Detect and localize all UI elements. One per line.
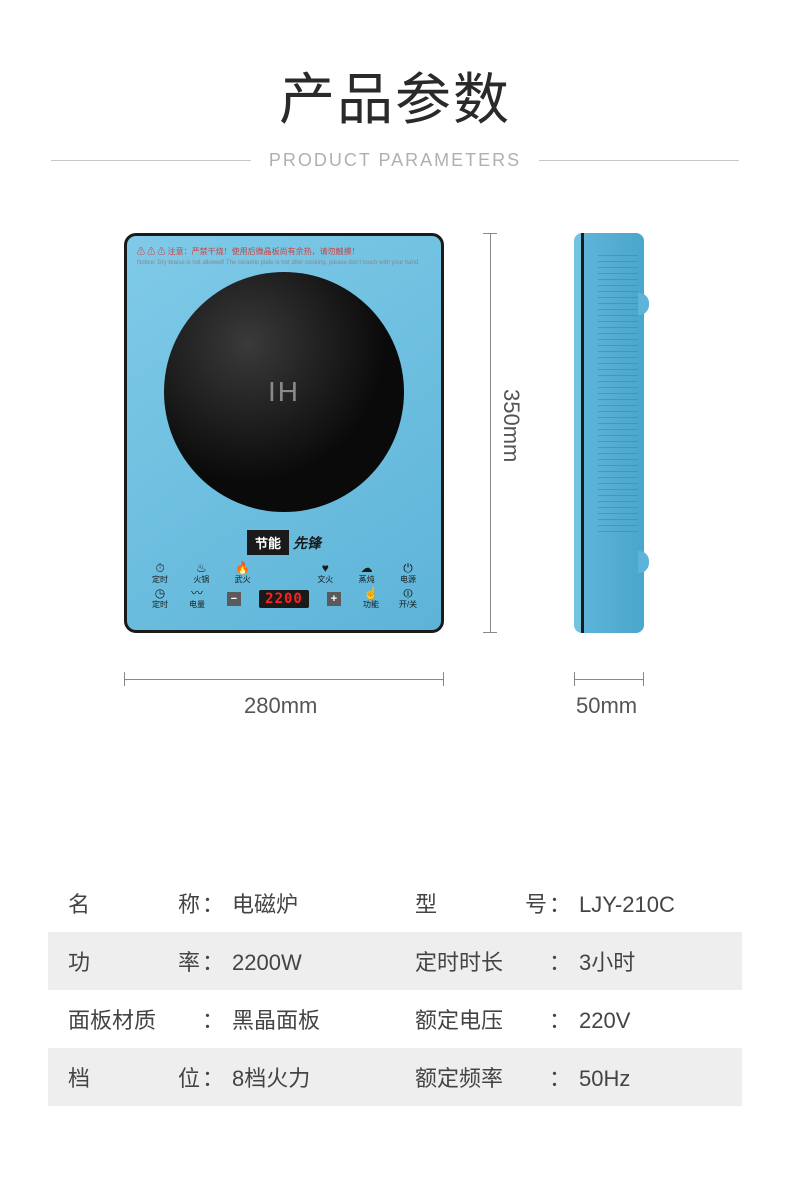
spec-value: 8档火力 <box>232 1061 310 1093</box>
ctrl-lowfire: ♥文火 <box>310 562 340 585</box>
ctrl-power: ⏻电源 <box>393 562 423 585</box>
spec-cell-left: 档位：8档火力 <box>48 1061 395 1093</box>
title-en: PRODUCT PARAMETERS <box>269 150 521 171</box>
header: 产品参数 PRODUCT PARAMETERS <box>0 0 790 171</box>
spec-colon: ： <box>549 887 571 919</box>
cooktop-front-view: ⚠ ⚠ ⚠ 注意：严禁干烧！使用后微晶板尚有余热，请勿触摸！ Notice: D… <box>124 233 444 633</box>
spec-row: 名称：电磁炉型号：LJY-210C <box>48 874 742 932</box>
brand-box: 节能 <box>247 530 289 555</box>
brand-badge: 节能 先锋 <box>247 530 321 555</box>
dim-width-line <box>124 679 444 680</box>
spec-cell-left: 面板材质：黑晶面板 <box>48 1003 395 1035</box>
dim-width-tick-r <box>443 672 444 686</box>
control-row-1: ⏱定时 ♨火锅 🔥武火 ♥文火 ☁蒸炖 ⏻电源 <box>145 562 423 585</box>
spec-cell-right: 定时时长：3小时 <box>395 945 742 977</box>
spec-colon: ： <box>202 1061 224 1093</box>
ctrl-hotpot: ♨火锅 <box>186 562 216 585</box>
warning-line1: ⚠ ⚠ ⚠ 注意：严禁干烧！使用后微晶板尚有余热，请勿触摸！ <box>137 247 360 256</box>
ctrl-func: ☝功能 <box>356 587 386 610</box>
spec-label: 名称 <box>68 887 200 919</box>
cooktop-side-view <box>574 233 644 633</box>
dim-depth-line <box>574 679 644 680</box>
spec-label: 面板材质 <box>68 1003 200 1035</box>
title-divider: PRODUCT PARAMETERS <box>0 150 790 171</box>
spec-cell-left: 功率： 2200W <box>48 945 395 977</box>
spec-value: LJY-210C <box>579 892 675 918</box>
spec-row: 功率：2200W定时时长：3小时 <box>48 932 742 990</box>
brand-text: 先锋 <box>293 533 321 553</box>
ctrl-battery: 〰电量 <box>182 587 212 610</box>
vent-lines <box>598 255 638 535</box>
side-foot-top <box>638 293 649 315</box>
spec-value: 2200W <box>232 950 302 976</box>
spec-table: 名称：电磁炉型号：LJY-210C功率：2200W定时时长：3小时面板材质：黑晶… <box>48 874 742 1106</box>
spec-colon: ： <box>202 887 224 919</box>
ctrl-highfire: 🔥武火 <box>228 562 258 585</box>
spec-label: 定时时长 <box>415 945 547 977</box>
dim-depth-label: 50mm <box>576 693 637 719</box>
side-foot-bot <box>638 551 649 573</box>
ctrl-timer: ⏱定时 <box>145 562 175 585</box>
dim-depth-tick-r <box>643 672 644 686</box>
dim-width-label: 280mm <box>244 693 317 719</box>
dim-height-tick-top <box>483 233 497 234</box>
heating-zone: IH <box>164 272 404 512</box>
control-panel: ⏱定时 ♨火锅 🔥武火 ♥文火 ☁蒸炖 ⏻电源 ◷定时 〰电量 − 2200 +… <box>145 562 423 620</box>
spec-colon: ： <box>549 1003 571 1035</box>
spec-colon: ： <box>202 945 224 977</box>
control-row-2: ◷定时 〰电量 − 2200 + ☝功能 ⏼开/关 <box>145 587 423 610</box>
spec-cell-right: 额定电压： 220V <box>395 1003 742 1035</box>
ctrl-onoff: ⏼开/关 <box>393 587 423 610</box>
dim-depth-tick-l <box>574 672 575 686</box>
ctrl-plus: + <box>319 593 349 605</box>
spec-label: 档位 <box>68 1061 200 1093</box>
ih-label: IH <box>268 376 300 408</box>
spec-value: 3小时 <box>579 945 635 977</box>
dim-height-label: 350mm <box>498 389 524 462</box>
spec-value: 220V <box>579 1008 630 1034</box>
title-cn: 产品参数 <box>0 55 790 136</box>
spec-colon: ： <box>202 1003 224 1035</box>
dim-width-tick-l <box>124 672 125 686</box>
spec-label: 型号 <box>415 887 547 919</box>
power-display: 2200 <box>256 590 312 608</box>
spec-colon: ： <box>549 1061 571 1093</box>
dim-height-tick-bot <box>483 632 497 633</box>
spec-label: 额定频率 <box>415 1061 547 1093</box>
spec-colon: ： <box>549 945 571 977</box>
warning-line2: Notice: Dry braise is not allowed! The c… <box>137 260 418 266</box>
ctrl-timer2: ◷定时 <box>145 587 175 610</box>
spec-row: 档位：8档火力额定频率：50Hz <box>48 1048 742 1106</box>
dim-height-line <box>490 233 491 633</box>
spec-value: 黑晶面板 <box>232 1003 320 1035</box>
warning-text: ⚠ ⚠ ⚠ 注意：严禁干烧！使用后微晶板尚有余热，请勿触摸！ Notice: D… <box>137 246 431 266</box>
product-diagram: 350mm 280mm 50mm ⚠ ⚠ ⚠ 注意：严禁干烧！使用后微晶板尚有余… <box>0 219 790 799</box>
spec-cell-right: 型号： LJY-210C <box>395 887 742 919</box>
divider-right <box>539 160 739 161</box>
spec-cell-left: 名称：电磁炉 <box>48 887 395 919</box>
divider-left <box>51 160 251 161</box>
spec-value: 电磁炉 <box>232 887 298 919</box>
spec-label: 额定电压 <box>415 1003 547 1035</box>
spec-value: 50Hz <box>579 1066 630 1092</box>
ctrl-steam: ☁蒸炖 <box>352 562 382 585</box>
ctrl-minus: − <box>219 593 249 605</box>
spec-row: 面板材质：黑晶面板额定电压：220V <box>48 990 742 1048</box>
spec-label: 功率 <box>68 945 200 977</box>
spec-cell-right: 额定频率： 50Hz <box>395 1061 742 1093</box>
